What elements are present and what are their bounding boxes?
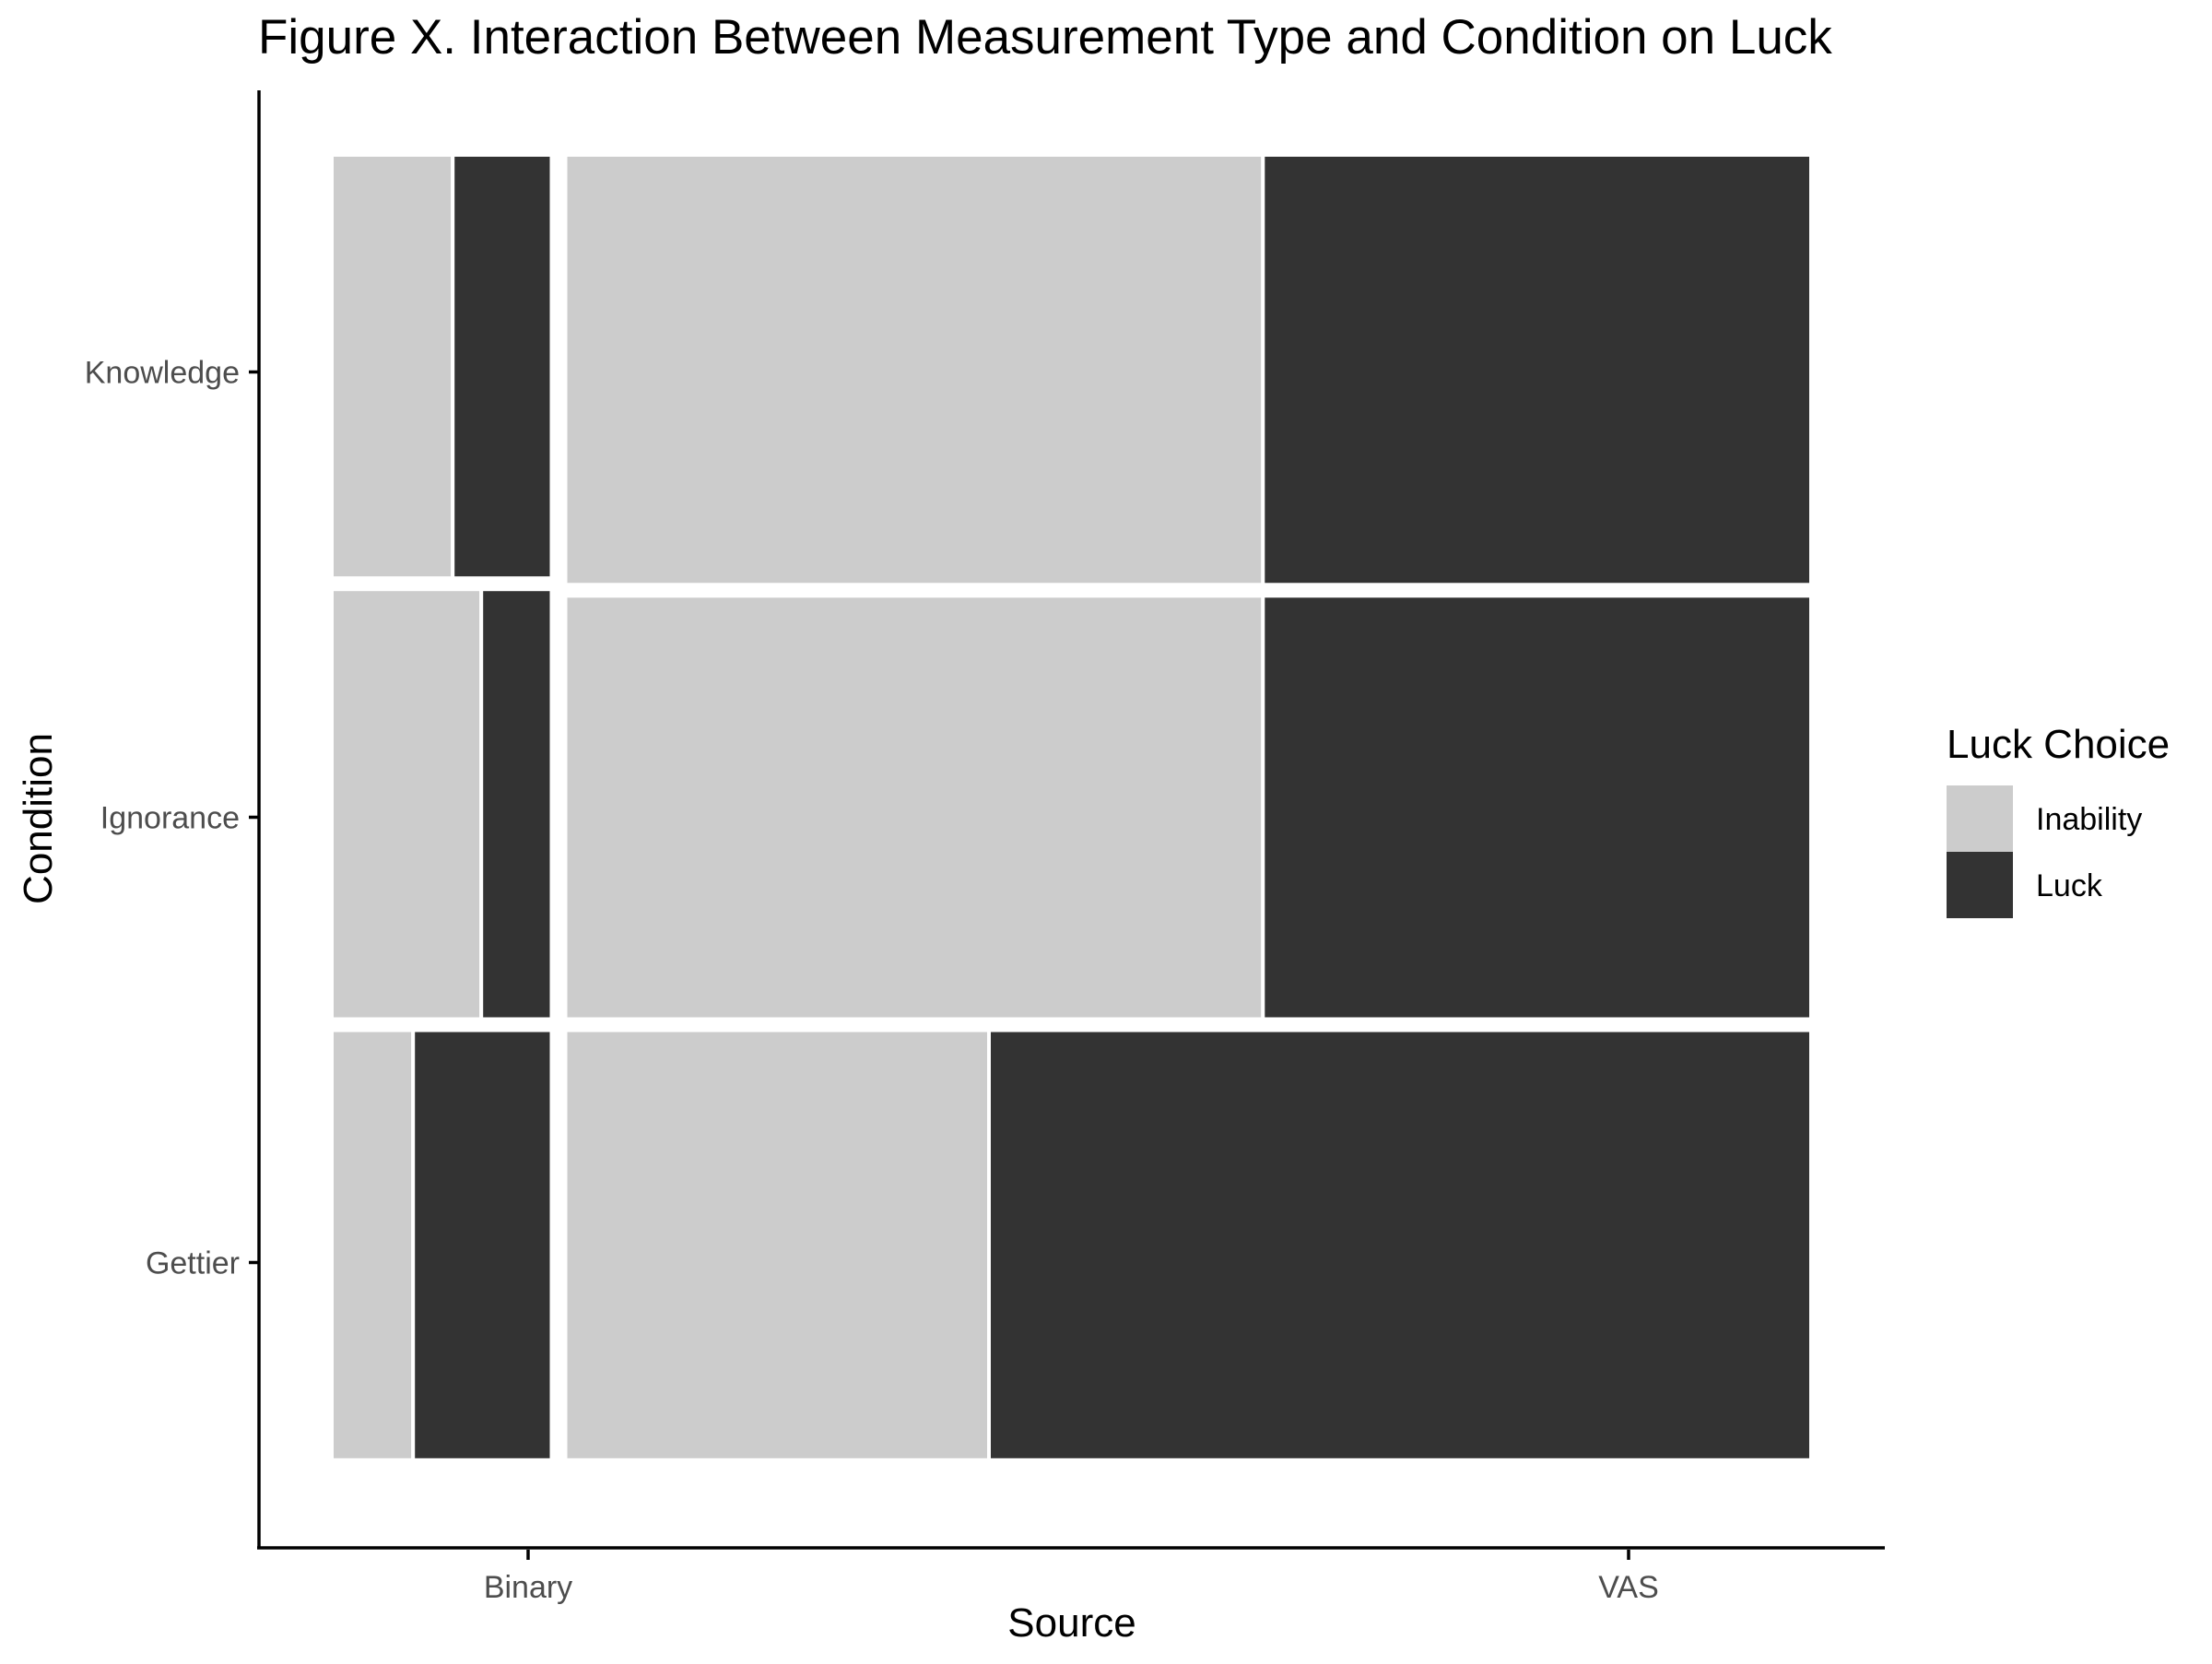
tile-vas-gettier-luck — [987, 1028, 1813, 1462]
x-ticks: Binary VAS — [484, 1550, 1659, 1605]
legend-label-inability: Inability — [2036, 802, 2142, 837]
tile-vas-ignorance-luck — [1261, 594, 1814, 1021]
tile-vas-knowledge-inability — [563, 153, 1265, 587]
tile-binary-knowledge-luck — [451, 153, 554, 581]
tile-binary-ignorance-luck — [479, 587, 554, 1021]
mosaic-tiles — [330, 153, 1814, 1462]
legend-title: Luck Choice — [1947, 722, 2170, 767]
x-tick-label-binary: Binary — [484, 1570, 572, 1605]
chart-title: Figure X. Interaction Between Measuremen… — [258, 10, 1832, 65]
x-axis-title: Source — [1007, 1600, 1135, 1646]
tile-binary-gettier-inability — [330, 1028, 416, 1462]
tile-vas-ignorance-inability — [563, 594, 1265, 1021]
y-tick-label-knowledge: Knowledge — [85, 356, 240, 391]
tile-vas-gettier-inability — [563, 1028, 991, 1462]
tile-vas-knowledge-luck — [1261, 153, 1814, 587]
tile-binary-ignorance-inability — [330, 587, 484, 1021]
legend-swatch-inability — [1947, 785, 2013, 852]
tile-binary-gettier-luck — [411, 1028, 554, 1462]
tile-binary-knowledge-inability — [330, 153, 455, 581]
y-ticks: Knowledge Ignorance Gettier — [85, 356, 259, 1281]
y-tick-label-gettier: Gettier — [146, 1246, 240, 1281]
y-tick-label-ignorance: Ignorance — [100, 801, 240, 836]
y-axis-title: Condition — [16, 733, 61, 904]
legend-swatch-luck — [1947, 852, 2013, 918]
legend-items: Inability Luck — [1947, 785, 2142, 918]
legend-label-luck: Luck — [2036, 868, 2103, 903]
x-tick-label-vas: VAS — [1598, 1570, 1659, 1605]
legend: Luck Choice Inability Luck — [1947, 722, 2170, 918]
